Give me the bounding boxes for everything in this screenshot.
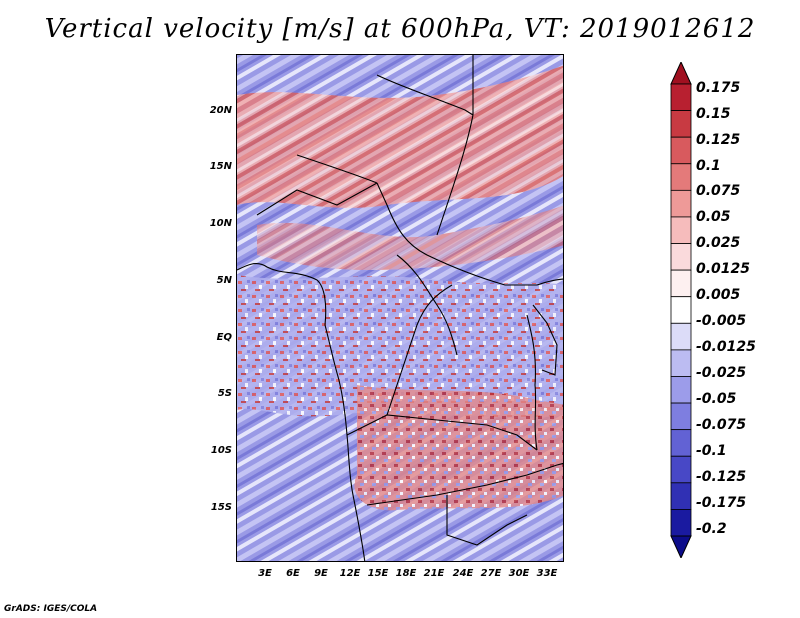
- velocity-map: [236, 54, 564, 562]
- lat-label-10s: 10S: [210, 445, 232, 456]
- lon-label-9e: 9E: [314, 568, 328, 579]
- lat-label-eq: EQ: [216, 332, 232, 343]
- colorbar-label-0175: 0.175: [696, 80, 741, 96]
- colorbar-label-0075: 0.075: [696, 183, 741, 199]
- lat-label-10n: 10N: [209, 218, 232, 229]
- colorbar-segment: [670, 509, 692, 537]
- lon-label-6e: 6E: [286, 568, 300, 579]
- lat-label-5s: 5S: [217, 388, 232, 399]
- colorbar-segment: [670, 402, 692, 431]
- colorbar-label-015: 0.15: [696, 106, 731, 122]
- lat-label-20n: 20N: [209, 105, 232, 116]
- lon-label-27e: 27E: [480, 568, 502, 579]
- colorbar-label-005: 0.05: [696, 209, 731, 225]
- colorbar-label-0025: 0.025: [696, 235, 741, 251]
- lon-label-15e: 15E: [367, 568, 389, 579]
- colorbar-segment: [670, 189, 692, 218]
- colorbar-segment: [670, 482, 692, 510]
- colorbar-top-arrow: [670, 62, 692, 85]
- colorbar-segment: [670, 163, 692, 191]
- colorbar-label-neg0175: -0.175: [696, 495, 747, 511]
- chart-title: Vertical velocity [m/s] at 600hPa, VT: 2…: [44, 14, 756, 44]
- lon-label-33e: 33E: [536, 568, 558, 579]
- colorbar-label-0125: 0.125: [696, 132, 741, 148]
- lon-label-21e: 21E: [423, 568, 445, 579]
- colorbar-label-01: 0.1: [696, 158, 721, 174]
- lat-label-15n: 15N: [209, 161, 232, 172]
- colorbar-label-neg0125: -0.125: [696, 469, 747, 485]
- colorbar-segment: [670, 349, 692, 377]
- colorbar-label-neg0025: -0.025: [696, 365, 747, 381]
- colorbar-segment: [670, 83, 692, 111]
- colorbar-label-neg01: -0.1: [696, 443, 727, 459]
- colorbar-segment: [670, 455, 692, 484]
- colorbar-segment: [670, 216, 692, 244]
- colorbar-label-neg0005: -0.005: [696, 313, 747, 329]
- colorbar: [670, 62, 692, 558]
- grads-credit: GrADS: IGES/COLA: [4, 604, 98, 614]
- lon-label-30e: 30E: [508, 568, 530, 579]
- lon-label-18e: 18E: [395, 568, 417, 579]
- colorbar-label-neg02: -0.2: [696, 521, 727, 537]
- lat-label-5n: 5N: [216, 275, 232, 286]
- colorbar-label-neg00125: -0.0125: [696, 339, 756, 355]
- colorbar-segment: [670, 110, 692, 138]
- colorbar-segment: [670, 243, 692, 271]
- lon-label-12e: 12E: [339, 568, 361, 579]
- colorbar-label-neg005: -0.05: [696, 391, 737, 407]
- lon-label-24e: 24E: [452, 568, 474, 579]
- map-field: [237, 55, 563, 561]
- colorbar-segment: [670, 429, 692, 457]
- colorbar-segment: [670, 269, 692, 298]
- colorbar-label-0005: 0.005: [696, 287, 741, 303]
- colorbar-bottom-arrow: [670, 535, 692, 558]
- colorbar-segment: [670, 376, 692, 404]
- lat-label-15s: 15S: [210, 502, 232, 513]
- colorbar-label-00125: 0.0125: [696, 261, 751, 277]
- colorbar-segment: [670, 296, 692, 324]
- colorbar-segment: [670, 322, 692, 351]
- colorbar-label-neg0075: -0.075: [696, 417, 747, 433]
- lon-label-3e: 3E: [258, 568, 272, 579]
- colorbar-segment: [670, 136, 692, 165]
